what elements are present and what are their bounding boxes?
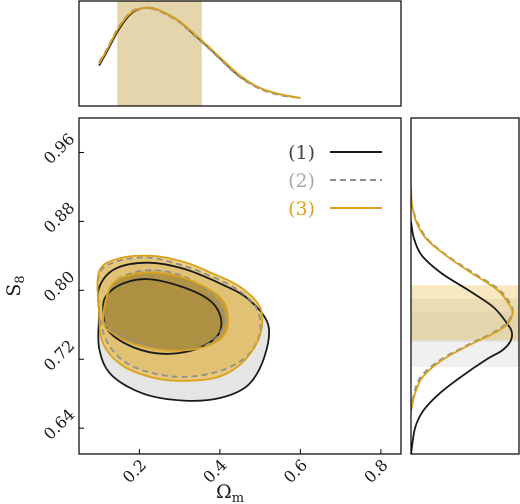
- y-axis-ticks: 0.64 0.72 0.80 0.88 0.96: [40, 129, 84, 444]
- x-axis-label: Ωm: [216, 481, 244, 504]
- series-1-contour-68-line: [102, 278, 223, 355]
- y-tick-label: 0.72: [40, 336, 79, 375]
- series-2-marginal-y-band: [411, 298, 519, 342]
- legend-label-2: (2): [288, 170, 315, 192]
- series-2-contour-68-line: [102, 269, 226, 352]
- main-panel-frame: [78, 117, 402, 455]
- x-tick-label: 0.2: [119, 455, 150, 486]
- y-tick-label: 0.96: [40, 129, 79, 168]
- legend: (1) (2) (3): [288, 142, 382, 220]
- series-2-marginal-x-band: [117, 1, 202, 106]
- top-marginal-panel: [78, 0, 402, 107]
- main-contour-panel: 0.2 0.4 0.6 0.8 0.640.720.800.880.96: [40, 117, 402, 487]
- series-1-marginal-y-band: [411, 311, 519, 367]
- series-1-contour-95-line: [97, 261, 271, 402]
- x-axis-ticks: 0.2 0.4 0.6 0.8: [119, 449, 392, 487]
- series-1-marginal-x-band: [117, 1, 202, 106]
- y-tick-label: 0.88: [40, 198, 79, 237]
- x-tick-label: 0.6: [280, 455, 311, 486]
- series-3-marginal-x-band: [117, 1, 202, 106]
- series-1-marginal-y-curve: [411, 221, 513, 454]
- series-3-marginal-x-curve: [98, 6, 301, 99]
- series-3-contour-95-line: [96, 254, 264, 382]
- x-tick-label: 0.8: [360, 455, 391, 486]
- y-axis-label: S8: [3, 275, 28, 296]
- legend-label-3: (3): [288, 198, 315, 220]
- y-tick-label: 0.64: [40, 405, 79, 444]
- right-marginal-panel: [410, 117, 520, 455]
- top-panel-frame: [78, 0, 402, 107]
- series-2-contour-95-line: [96, 256, 262, 378]
- legend-label-1: (1): [288, 142, 315, 164]
- series-3-marginal-y-curve: [411, 186, 514, 412]
- y-tick-label: 0.80: [40, 267, 79, 306]
- series-3-contour-68-line: [102, 271, 230, 352]
- right-panel-frame: [410, 117, 520, 455]
